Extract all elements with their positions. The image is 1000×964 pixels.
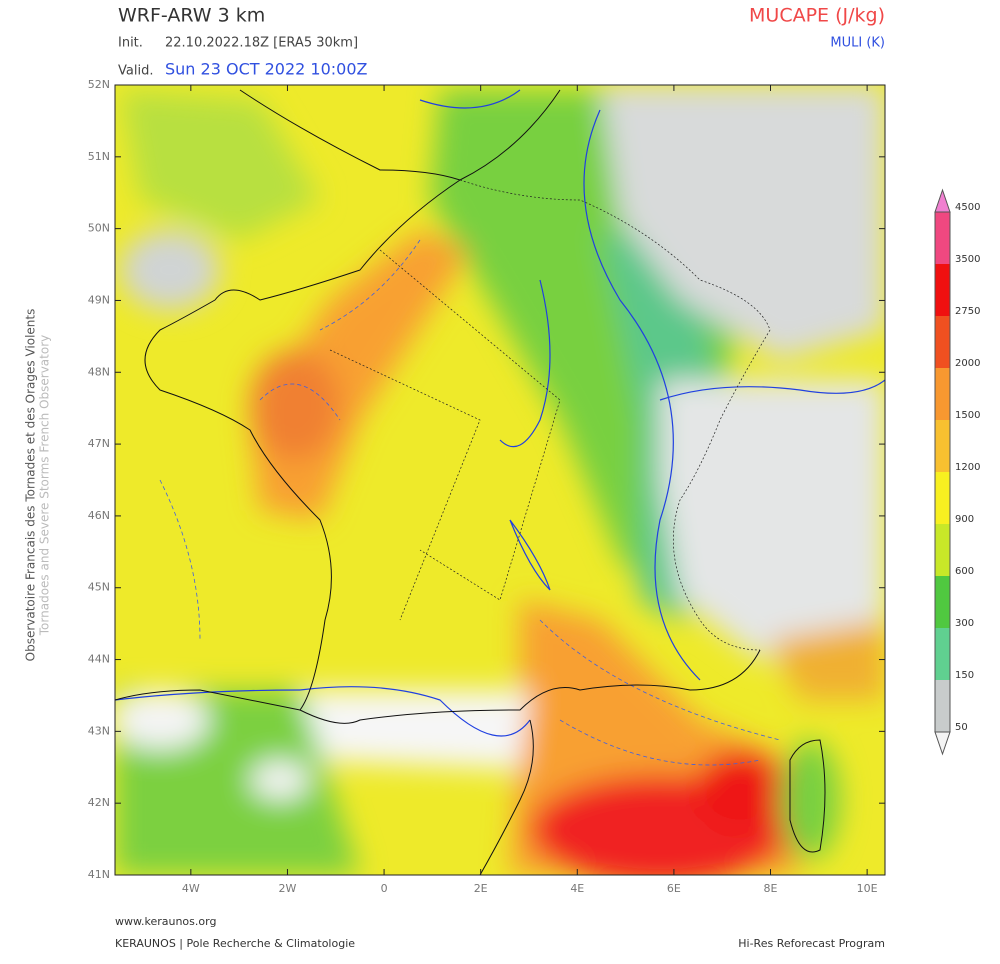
footer-program: Hi-Res Reforecast Program bbox=[738, 937, 885, 950]
colorbar-segment bbox=[935, 472, 950, 524]
colorbar-segment bbox=[935, 212, 950, 264]
colorbar-segment bbox=[935, 420, 950, 472]
footer-site: www.keraunos.org bbox=[115, 915, 216, 928]
colorbar-label: 4500 bbox=[955, 202, 980, 213]
colorbar-frame bbox=[934, 211, 951, 733]
colorbar-segment bbox=[935, 576, 950, 628]
lon-tick-label: 4W bbox=[182, 882, 200, 895]
lon-tick-label: 0 bbox=[381, 882, 388, 895]
colorbar-label: 2750 bbox=[955, 306, 980, 317]
lon-tick-label: 8E bbox=[764, 882, 778, 895]
lat-tick-label: 47N bbox=[88, 437, 110, 450]
valid-label: Valid. bbox=[118, 64, 153, 79]
side-text: Tornadoes and Severe Storms French Obser… bbox=[38, 335, 52, 636]
colorbar-end bbox=[934, 731, 951, 756]
side-text: Observatoire Francais des Tornades et de… bbox=[24, 309, 38, 662]
colorbar-segment bbox=[935, 264, 950, 316]
lon-tick-label: 4E bbox=[570, 882, 584, 895]
colorbar-label: 2000 bbox=[955, 358, 980, 369]
lat-tick-label: 49N bbox=[88, 293, 110, 306]
colorbar: 50 150 300 600 900 1200 1500 2000 2750 3500 4500 bbox=[934, 188, 980, 756]
colorbar-label: 600 bbox=[955, 566, 974, 577]
model-title: WRF-ARW 3 km bbox=[118, 5, 265, 27]
coastlines bbox=[115, 89, 826, 875]
colorbar-end bbox=[934, 188, 951, 213]
field-shading bbox=[115, 85, 885, 875]
colorbar-segment bbox=[935, 628, 950, 680]
colorbar-label: 3500 bbox=[955, 254, 980, 265]
field-title: MUCAPE (J/kg) bbox=[749, 5, 885, 27]
colorbar-segment bbox=[935, 524, 950, 576]
muli-contours bbox=[115, 89, 885, 737]
lat-tick-label: 44N bbox=[88, 653, 110, 666]
lat-tick-label: 52N bbox=[88, 78, 110, 91]
lat-tick-label: 51N bbox=[88, 150, 110, 163]
map-frame bbox=[114, 84, 886, 876]
lon-tick-label: 2E bbox=[474, 882, 488, 895]
lat-tick-label: 42N bbox=[88, 796, 110, 809]
lat-tick-label: 41N bbox=[88, 868, 110, 881]
footer-org: KERAUNOS | Pole Recherche & Climatologie bbox=[115, 937, 355, 950]
colorbar-segment bbox=[935, 680, 950, 732]
init-value: 22.10.2022.18Z [ERA5 30km] bbox=[165, 36, 358, 51]
colorbar-label: 900 bbox=[955, 514, 974, 525]
colorbar-label: 1200 bbox=[955, 462, 980, 473]
lat-tick-label: 48N bbox=[88, 365, 110, 378]
contour-title: MULI (K) bbox=[830, 36, 885, 51]
valid-value: Sun 23 OCT 2022 10:00Z bbox=[165, 60, 368, 79]
colorbar-segment bbox=[935, 316, 950, 368]
init-label: Init. bbox=[118, 36, 143, 51]
lon-tick-label: 2W bbox=[279, 882, 297, 895]
colorbar-label: 1500 bbox=[955, 410, 980, 421]
borders bbox=[329, 179, 771, 651]
colorbar-label: 50 bbox=[955, 722, 968, 733]
colorbar-label: 150 bbox=[955, 670, 974, 681]
lon-tick-label: 10E bbox=[857, 882, 878, 895]
map bbox=[115, 85, 885, 875]
colorbar-label: 300 bbox=[955, 618, 974, 629]
lat-tick-label: 50N bbox=[88, 222, 110, 235]
lat-tick-label: 46N bbox=[88, 509, 110, 522]
colorbar-segment bbox=[935, 368, 950, 420]
muli-dashed bbox=[159, 239, 781, 766]
lat-tick-label: 45N bbox=[88, 581, 110, 594]
lat-tick-label: 43N bbox=[88, 724, 110, 737]
lon-tick-label: 6E bbox=[667, 882, 681, 895]
